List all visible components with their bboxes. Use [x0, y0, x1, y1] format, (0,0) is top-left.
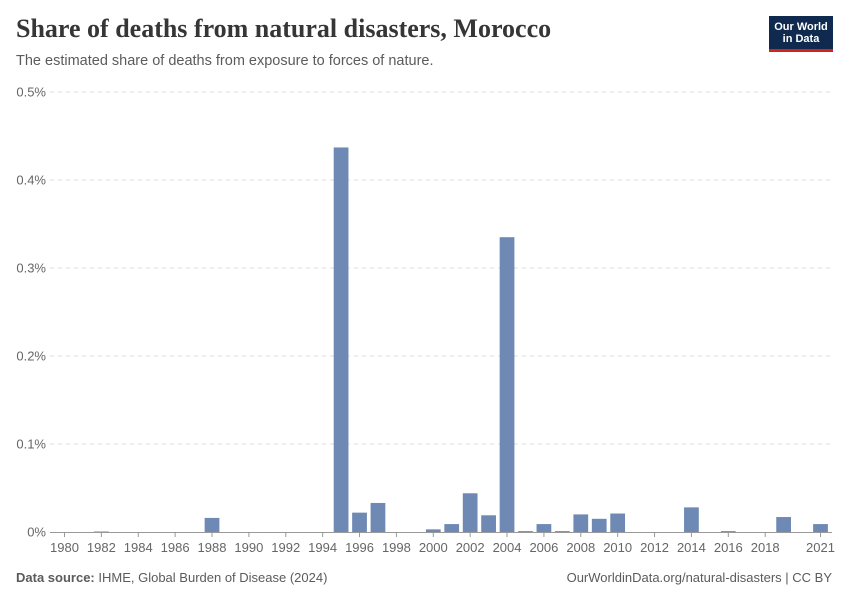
- x-tick-label: 2012: [640, 540, 669, 555]
- bar-2014: [684, 507, 699, 532]
- bar-2016: [720, 531, 736, 532]
- bars: [94, 147, 828, 532]
- x-tick-label: 1992: [271, 540, 300, 555]
- x-tick-label: 2008: [566, 540, 595, 555]
- bar-1996: [352, 512, 367, 532]
- bar-2000: [425, 529, 441, 532]
- bar-2002: [462, 493, 478, 532]
- bar-1988: [204, 517, 220, 532]
- y-tick-label: 0.4%: [16, 173, 46, 188]
- x-tick-label: 1984: [124, 540, 153, 555]
- x-tick-label: 1998: [382, 540, 411, 555]
- logo-line-1: Our World: [774, 20, 828, 33]
- x-tick-label: 1982: [87, 540, 116, 555]
- bar-2008: [573, 514, 589, 532]
- x-tick-label: 2006: [529, 540, 558, 555]
- x-tick-label: 2004: [493, 540, 522, 555]
- data-source-text: IHME, Global Burden of Disease (2024): [98, 570, 328, 585]
- data-source-note: Data source: IHME, Global Burden of Dise…: [16, 570, 327, 585]
- bar-2006: [536, 524, 552, 532]
- x-tick-label: 1986: [161, 540, 190, 555]
- bar-2009: [591, 518, 607, 532]
- y-tick-label: 0%: [27, 525, 46, 540]
- bar-2005: [518, 531, 533, 532]
- source-url-link[interactable]: OurWorldinData.org/natural-disasters | C…: [566, 570, 832, 585]
- bar-1995: [333, 147, 349, 532]
- x-tick-label: 1996: [345, 540, 374, 555]
- y-tick-label: 0.3%: [16, 261, 46, 276]
- x-tick-label: 1994: [308, 540, 337, 555]
- bar-1982: [94, 531, 109, 532]
- y-tick-label: 0.2%: [16, 349, 46, 364]
- chart-subtitle: The estimated share of deaths from expos…: [16, 53, 434, 69]
- bar-2007: [554, 531, 570, 532]
- y-tick-label: 0.5%: [16, 85, 46, 100]
- x-tick-label: 2002: [456, 540, 485, 555]
- bar-2001: [444, 524, 460, 532]
- bar-1997: [370, 502, 386, 532]
- bar-2021: [813, 524, 828, 532]
- x-tick-label: 2018: [751, 540, 780, 555]
- x-tick-label: 2010: [603, 540, 632, 555]
- logo-line-2: in Data: [782, 32, 820, 45]
- chart-title: Share of deaths from natural disasters, …: [16, 14, 552, 43]
- bar-2019: [776, 517, 791, 532]
- bar-2003: [481, 515, 496, 532]
- bar-2010: [610, 513, 626, 532]
- x-tick-label: 2021: [806, 540, 835, 555]
- x-tick-label: 1980: [50, 540, 79, 555]
- x-tick-label: 1988: [198, 540, 227, 555]
- x-axis: [50, 532, 832, 537]
- x-tick-label: 2014: [677, 540, 706, 555]
- y-axis-tick-labels: 0% 0.1% 0.2% 0.3% 0.4% 0.5%: [16, 85, 46, 540]
- x-tick-label: 2016: [714, 540, 743, 555]
- x-tick-label: 2000: [419, 540, 448, 555]
- y-tick-label: 0.1%: [16, 437, 46, 452]
- gridlines: [50, 91, 832, 445]
- data-source-label: Data source:: [16, 570, 95, 585]
- bar-2004: [499, 237, 515, 532]
- x-tick-label: 1990: [234, 540, 263, 555]
- x-axis-tick-labels: 1980 1982 1984 1986 1988 1990 1992 1994 1996 1998…: [50, 540, 835, 555]
- owid-logo[interactable]: Our World in Data: [769, 16, 833, 52]
